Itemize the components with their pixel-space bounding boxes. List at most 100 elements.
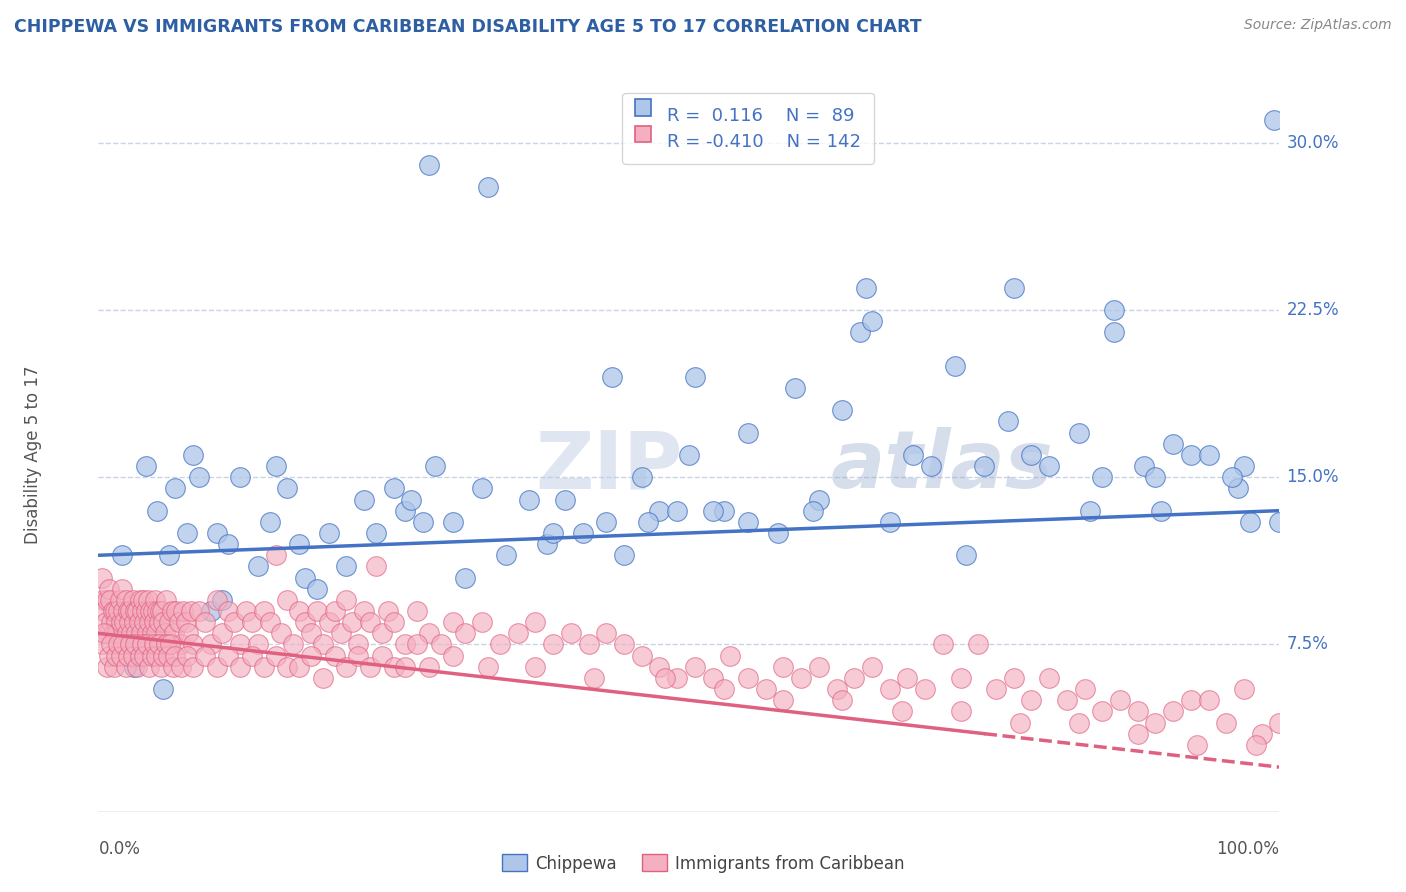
Point xyxy=(294,615,316,630)
Point xyxy=(1091,470,1114,484)
Point xyxy=(364,559,387,574)
Point xyxy=(766,526,789,541)
Point xyxy=(93,604,115,618)
Point xyxy=(299,648,322,663)
Point xyxy=(382,660,405,674)
Point xyxy=(718,648,741,663)
Point xyxy=(127,660,149,674)
Point xyxy=(984,681,1007,696)
Point xyxy=(134,648,156,663)
Point xyxy=(211,626,233,640)
Point xyxy=(128,615,150,630)
Point xyxy=(860,314,883,328)
Point xyxy=(1038,671,1060,685)
Point xyxy=(825,681,848,696)
Point xyxy=(312,637,335,651)
Point xyxy=(150,660,173,674)
Text: Source: ZipAtlas.com: Source: ZipAtlas.com xyxy=(1244,18,1392,32)
Point xyxy=(353,492,375,507)
Point xyxy=(312,671,335,685)
Point xyxy=(114,660,136,674)
Point xyxy=(790,671,813,685)
Point xyxy=(382,482,405,496)
Point xyxy=(932,637,955,651)
Point xyxy=(142,615,165,630)
Point xyxy=(807,660,830,674)
Point xyxy=(96,660,118,674)
Point xyxy=(879,515,901,529)
Point xyxy=(849,325,872,339)
Point xyxy=(211,592,233,607)
Point xyxy=(135,458,157,473)
Point xyxy=(1239,515,1261,529)
Point xyxy=(595,626,617,640)
Point xyxy=(145,648,167,663)
Point xyxy=(967,637,990,651)
Text: 100.0%: 100.0% xyxy=(1216,840,1279,858)
Point xyxy=(110,615,132,630)
Point xyxy=(176,648,198,663)
Point xyxy=(100,615,122,630)
Point xyxy=(1144,715,1167,730)
Point xyxy=(138,660,160,674)
Point xyxy=(122,615,145,630)
Point xyxy=(772,693,794,707)
Point xyxy=(93,626,115,640)
Point xyxy=(1067,715,1090,730)
Point xyxy=(142,637,165,651)
Point xyxy=(702,503,724,517)
Point xyxy=(111,548,134,563)
Point xyxy=(683,660,706,674)
Point xyxy=(342,615,364,630)
Point xyxy=(371,626,394,640)
Point xyxy=(1161,437,1184,451)
Point xyxy=(165,482,187,496)
Point xyxy=(276,482,298,496)
Point xyxy=(406,604,429,618)
Point xyxy=(441,515,464,529)
Point xyxy=(949,671,972,685)
Point xyxy=(914,681,936,696)
Point xyxy=(165,604,187,618)
Point xyxy=(903,448,925,462)
Point xyxy=(377,604,399,618)
Point xyxy=(136,592,159,607)
Point xyxy=(91,637,114,651)
Point xyxy=(162,660,184,674)
Point xyxy=(288,660,311,674)
Text: atlas: atlas xyxy=(831,427,1053,505)
Point xyxy=(471,482,494,496)
Point xyxy=(194,648,217,663)
Point xyxy=(157,615,180,630)
Point xyxy=(949,705,972,719)
Point xyxy=(1144,470,1167,484)
Point xyxy=(713,681,735,696)
Point xyxy=(103,660,125,674)
Point xyxy=(91,592,114,607)
Point xyxy=(890,705,912,719)
Point xyxy=(855,280,877,294)
Text: CHIPPEWA VS IMMIGRANTS FROM CARIBBEAN DISABILITY AGE 5 TO 17 CORRELATION CHART: CHIPPEWA VS IMMIGRANTS FROM CARIBBEAN DI… xyxy=(14,18,922,36)
Point xyxy=(406,637,429,651)
Point xyxy=(347,648,370,663)
Point xyxy=(152,648,174,663)
Point xyxy=(519,492,541,507)
Point xyxy=(382,615,405,630)
Point xyxy=(118,615,141,630)
Point xyxy=(134,615,156,630)
Point xyxy=(323,648,346,663)
Legend: Chippewa, Immigrants from Caribbean: Chippewa, Immigrants from Caribbean xyxy=(495,847,911,880)
Point xyxy=(103,626,125,640)
Text: 22.5%: 22.5% xyxy=(1286,301,1339,319)
Point xyxy=(97,626,120,640)
Point xyxy=(394,503,416,517)
Point xyxy=(217,648,239,663)
Point xyxy=(578,637,600,651)
Point xyxy=(785,381,807,395)
Point xyxy=(1198,693,1220,707)
Point xyxy=(1067,425,1090,440)
Point xyxy=(648,660,671,674)
Point xyxy=(187,604,209,618)
Point xyxy=(1132,458,1154,473)
Point xyxy=(112,604,135,618)
